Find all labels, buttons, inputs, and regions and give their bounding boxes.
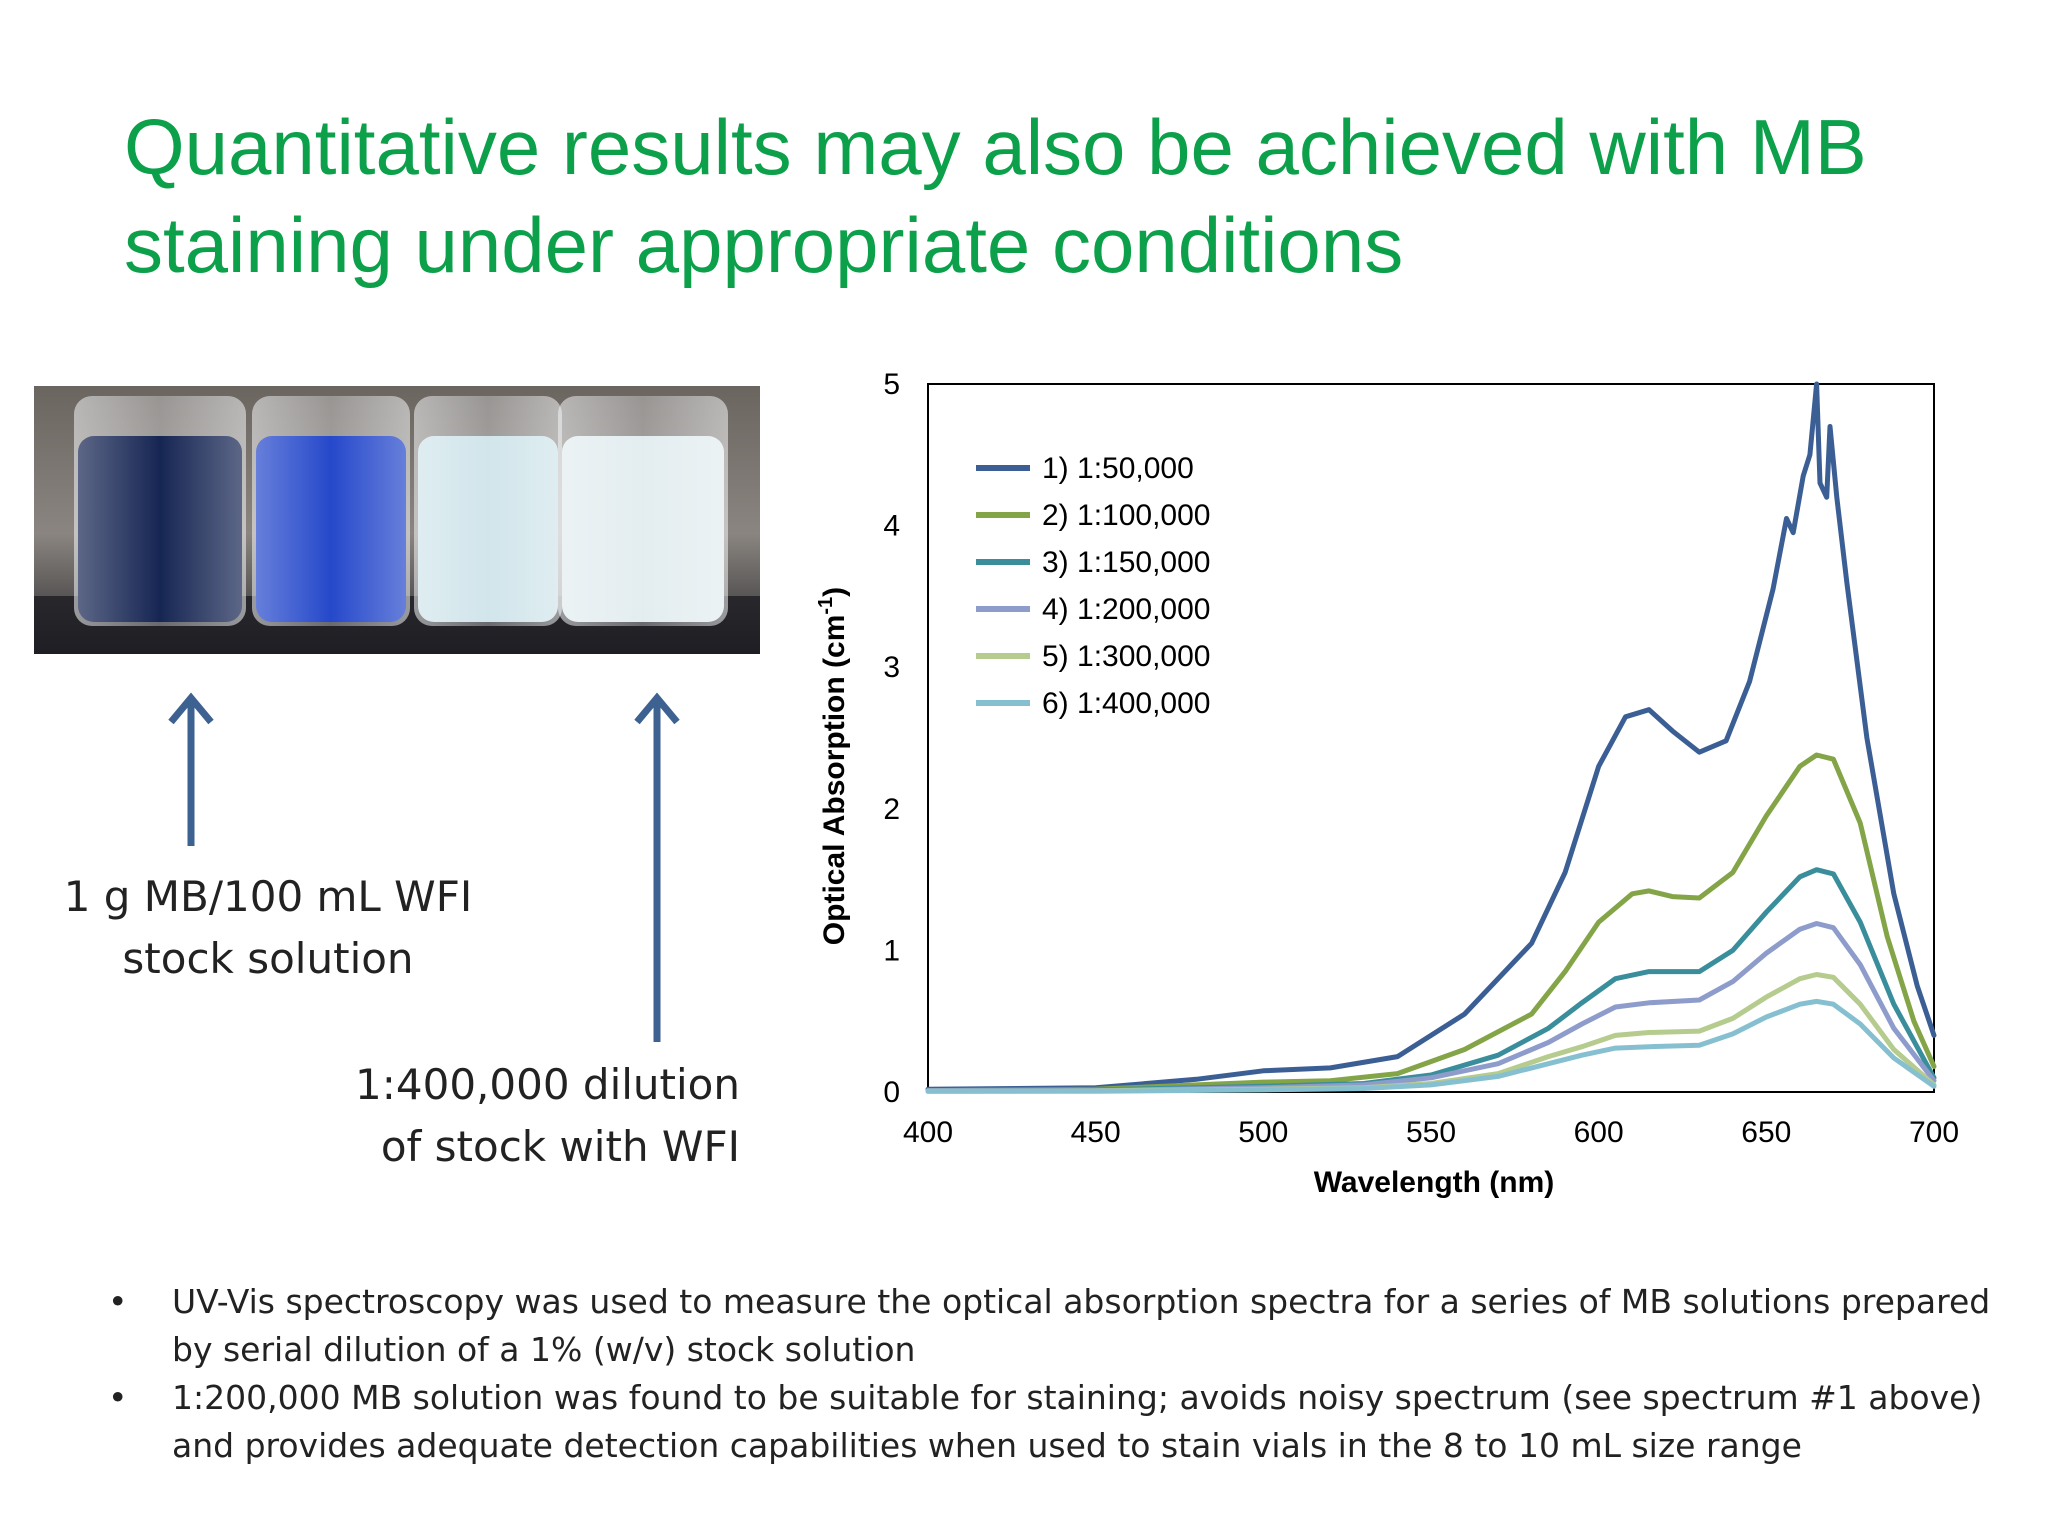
plot-frame xyxy=(927,383,1935,1093)
y-tick-label: 3 xyxy=(883,651,900,684)
dilution-caption-line-1: 1:400,000 dilution xyxy=(355,1060,740,1109)
slide-title: Quantitative results may also be achieve… xyxy=(124,98,1984,294)
stock-caption: 1 g MB/100 mL WFI stock solution xyxy=(58,866,478,990)
bullet-2-line-2: and provides adequate detection capabili… xyxy=(172,1426,1802,1465)
bullet-1-line-1: UV-Vis spectroscopy was used to measure … xyxy=(172,1282,1991,1321)
bullet-item-1: • UV-Vis spectroscopy was used to measur… xyxy=(100,1278,2000,1374)
x-tick-label: 650 xyxy=(1741,1116,1791,1149)
series-line-2 xyxy=(925,752,1937,1094)
vial-1 xyxy=(74,396,246,626)
x-tick-label: 600 xyxy=(1574,1116,1624,1149)
y-tick-label: 1 xyxy=(883,934,900,967)
y-tick-label: 5 xyxy=(883,368,900,401)
x-axis-label: Wavelength (nm) xyxy=(1314,1166,1555,1199)
bullet-list: • UV-Vis spectroscopy was used to measur… xyxy=(100,1278,2000,1470)
legend-label-3: 3) 1:150,000 xyxy=(1042,546,1210,579)
x-tick-label: 450 xyxy=(1071,1116,1121,1149)
stock-caption-line-2: stock solution xyxy=(122,934,414,983)
vial-2 xyxy=(252,396,410,626)
slide-title-line-2: staining under appropriate conditions xyxy=(124,201,1404,289)
legend-label-6: 6) 1:400,000 xyxy=(1042,687,1210,720)
x-tick-label: 550 xyxy=(1406,1116,1456,1149)
vial-4 xyxy=(558,396,728,626)
y-axis-label-close: ) xyxy=(818,587,851,597)
y-tick-label: 2 xyxy=(883,793,900,826)
bullet-item-2: • 1:200,000 MB solution was found to be … xyxy=(100,1374,2000,1470)
stock-arrow xyxy=(168,692,214,846)
legend-label-5: 5) 1:300,000 xyxy=(1042,640,1210,673)
legend-label-4: 4) 1:200,000 xyxy=(1042,593,1210,626)
chart-legend: 1) 1:50,000 2) 1:100,000 3) 1:150,000 4) 1:… xyxy=(976,452,1210,720)
y-axis-label-sup: -1 xyxy=(815,597,837,615)
y-tick-label: 4 xyxy=(883,510,900,543)
chart-series xyxy=(925,381,1937,1094)
x-tick-label: 400 xyxy=(903,1116,953,1149)
legend-label-1: 1) 1:50,000 xyxy=(1042,452,1194,485)
series-line-6 xyxy=(925,998,1937,1094)
dilution-caption: 1:400,000 dilution of stock with WFI xyxy=(320,1054,740,1178)
stock-caption-line-1: 1 g MB/100 mL WFI xyxy=(63,872,473,921)
series-line-4 xyxy=(925,921,1937,1094)
bullet-marker: • xyxy=(108,1378,128,1417)
x-tick-label: 700 xyxy=(1909,1116,1959,1149)
slide-title-line-1: Quantitative results may also be achieve… xyxy=(124,103,1867,191)
absorption-chart: 400 450 500 550 600 650 700 0 1 2 3 4 5 1) 1:50,000 2… xyxy=(815,368,1959,1199)
y-axis-label: Optical Absorption (cm-1) xyxy=(815,587,851,945)
bullet-marker: • xyxy=(108,1282,128,1321)
dilution-arrow xyxy=(634,692,680,1042)
bullet-2-line-1: 1:200,000 MB solution was found to be su… xyxy=(172,1378,1983,1417)
chart-axes: 400 450 500 550 600 650 700 0 1 2 3 4 5 xyxy=(883,368,1959,1149)
y-tick-label: 0 xyxy=(883,1076,900,1109)
series-line-3 xyxy=(925,867,1937,1094)
vials-photo xyxy=(34,386,760,654)
y-axis-label-main: Optical Absorption (cm xyxy=(818,615,851,946)
x-tick-label: 500 xyxy=(1238,1116,1288,1149)
bullet-1-line-2: by serial dilution of a 1% (w/v) stock s… xyxy=(172,1330,916,1369)
vial-3 xyxy=(414,396,562,626)
legend-label-2: 2) 1:100,000 xyxy=(1042,499,1210,532)
series-line-1 xyxy=(925,381,1937,1092)
dilution-caption-line-2: of stock with WFI xyxy=(380,1122,740,1171)
